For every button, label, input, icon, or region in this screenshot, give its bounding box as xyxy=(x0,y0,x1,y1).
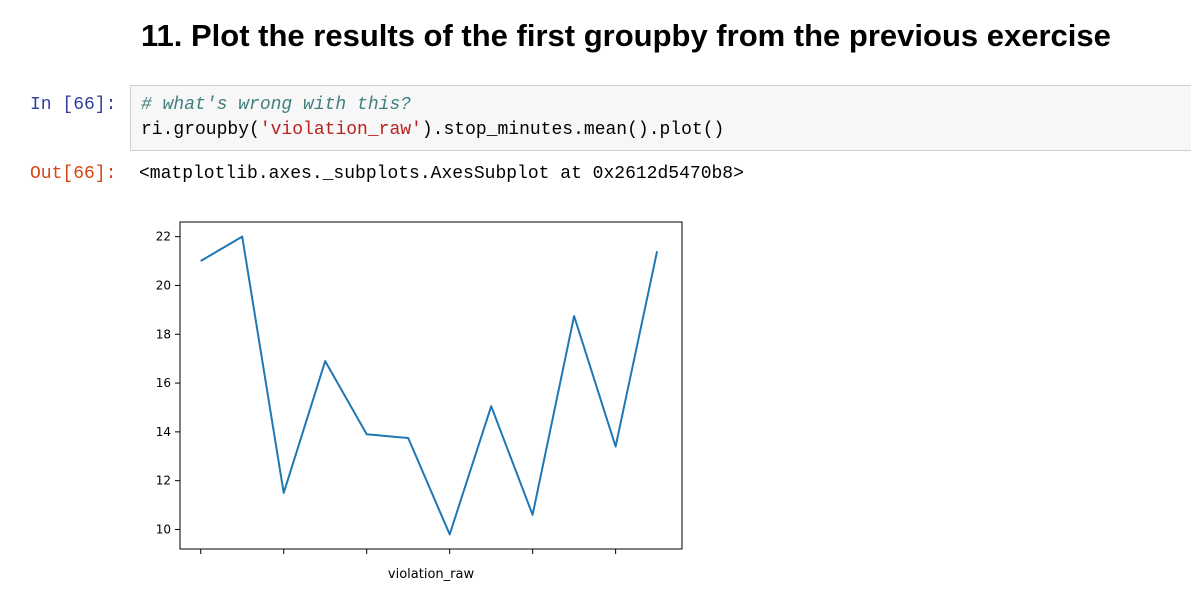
y-tick-label: 14 xyxy=(156,425,171,439)
y-tick-label: 12 xyxy=(156,474,171,488)
x-axis-label: violation_raw xyxy=(388,567,475,582)
code-segment: ri.groupby( xyxy=(141,120,260,140)
output-repr-text: <matplotlib.axes._subplots.AxesSubplot a… xyxy=(139,164,744,184)
y-tick-label: 22 xyxy=(156,230,171,244)
code-segment: ).stop_minutes.mean().plot() xyxy=(421,120,725,140)
section-heading: 11. Plot the results of the first groupb… xyxy=(141,18,1111,53)
plot-area-frame xyxy=(179,221,683,550)
y-tick-label: 18 xyxy=(156,327,171,341)
input-prompt: In [66]: xyxy=(30,95,117,115)
y-tick-label: 20 xyxy=(156,278,171,292)
y-tick-label: 16 xyxy=(156,376,171,390)
output-prompt: Out[66]: xyxy=(30,164,117,184)
code-line-comment: # what's wrong with this? xyxy=(141,95,411,115)
series-line xyxy=(200,235,659,536)
code-input-cell[interactable]: # what's wrong with this? ri.groupby('vi… xyxy=(130,85,1191,151)
code-comment: # what's wrong with this? xyxy=(141,95,412,115)
y-tick-label: 10 xyxy=(156,522,171,536)
code-line-statement: ri.groupby('violation_raw').stop_minutes… xyxy=(141,120,724,140)
code-string-literal: 'violation_raw' xyxy=(259,120,422,140)
